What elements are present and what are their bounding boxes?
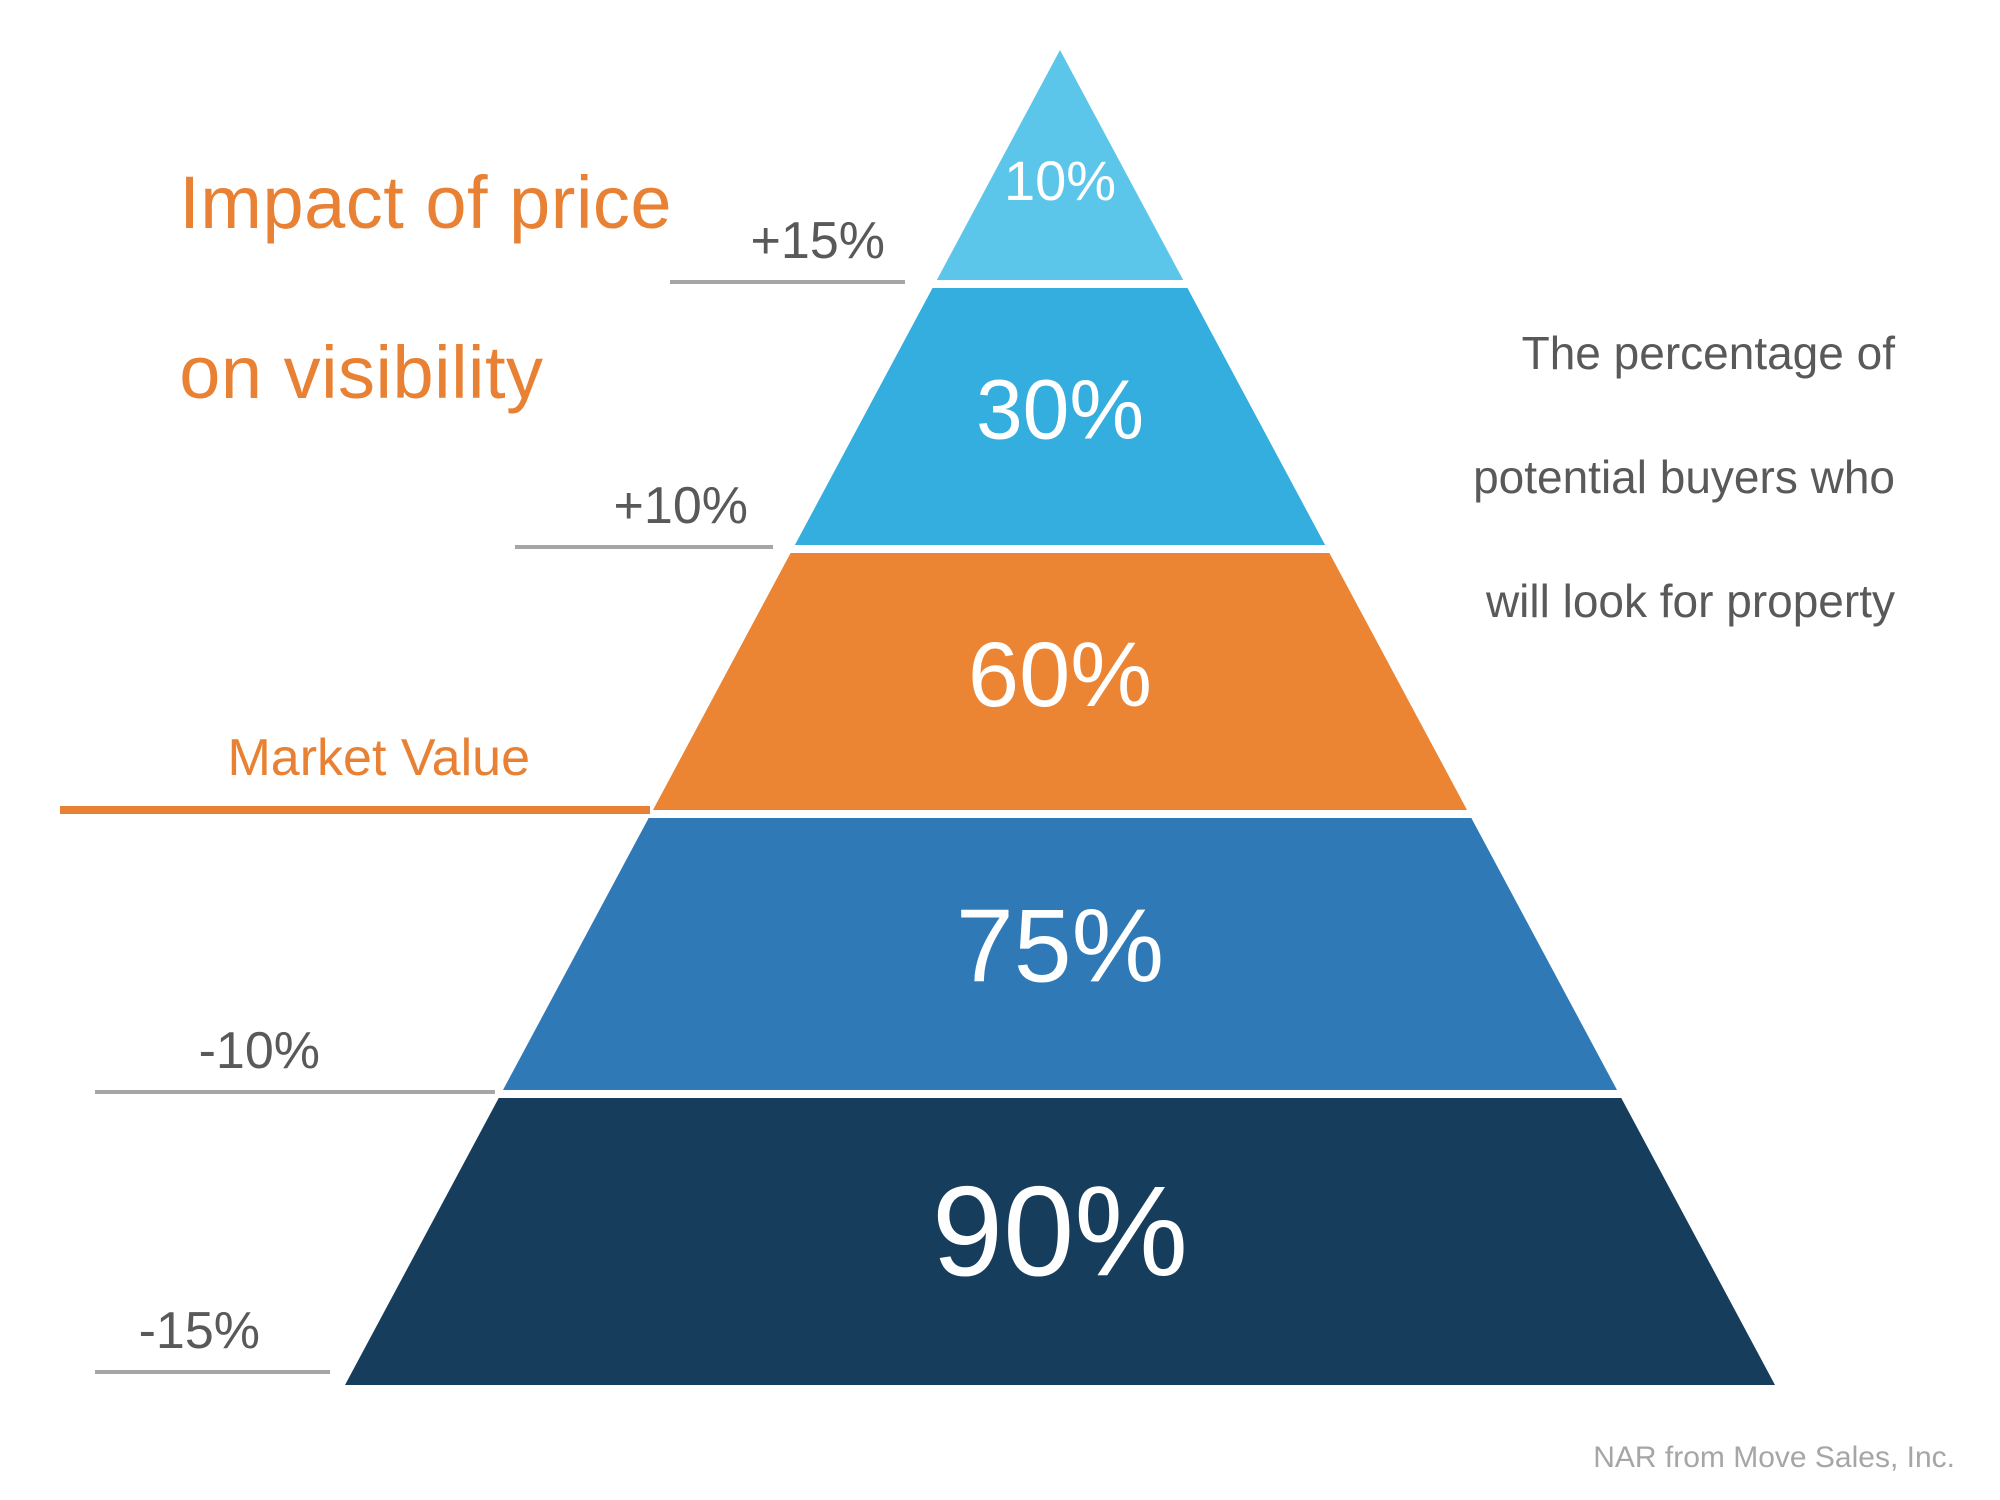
pyramid-slice-label: 60%	[968, 624, 1152, 726]
pyramid-slice-label: 30%	[976, 363, 1144, 457]
price-offset-label: +15%	[185, 211, 885, 271]
price-offset-label: -10%	[0, 1021, 320, 1081]
price-offset-rule	[95, 1090, 495, 1094]
price-offset-rule	[95, 1370, 330, 1374]
price-offset-rule	[670, 280, 905, 284]
pyramid-slice-label: 10%	[1004, 149, 1116, 212]
price-offset-rule	[60, 806, 650, 814]
infographic-canvas: Impact of price on visibility The percen…	[0, 0, 2000, 1500]
price-offset-label: +10%	[48, 476, 748, 536]
price-offset-rule	[515, 545, 773, 549]
pyramid-slice-label: 75%	[956, 888, 1164, 1004]
pyramid-slice-label: 90%	[932, 1160, 1188, 1303]
price-offset-label: -15%	[0, 1301, 260, 1361]
price-offset-label: Market Value	[0, 728, 530, 788]
attribution-text: NAR from Move Sales, Inc.	[1593, 1441, 1955, 1475]
